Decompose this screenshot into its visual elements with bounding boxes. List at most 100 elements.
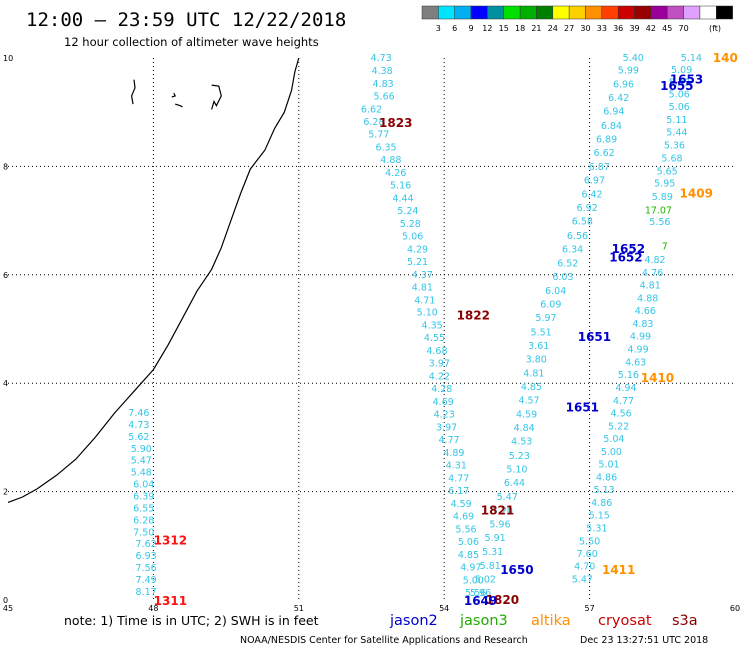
wave-height-value: 4.81 [412, 282, 433, 293]
pass-time-label: 1653 [670, 73, 703, 87]
wave-height-value: 6.28 [363, 117, 384, 128]
longitude-tick-label: 57 [585, 604, 595, 613]
wave-height-value: 4.38 [372, 66, 393, 77]
wave-height-value: 4.89 [443, 448, 464, 459]
satellite-legend: jason2 jason3 altika cryosat s3a [389, 613, 698, 629]
wave-height-value: 4.83 [632, 319, 653, 330]
wave-height-value: 5.56 [455, 525, 476, 536]
wave-height-value: 6.52 [557, 258, 578, 269]
wave-height-value: 4.88 [380, 155, 401, 166]
wave-height-value: 4.76 [642, 268, 663, 279]
colorbar-swatch [568, 5, 586, 20]
wave-height-value: 5.56 [465, 588, 486, 599]
coastline [7, 57, 300, 503]
latitude-tick-label: 0 [3, 596, 8, 605]
legend-entry-cryosat: cryosat [598, 613, 652, 629]
colorbar-swatch [454, 5, 472, 20]
wave-height-value: 4.44 [392, 193, 413, 204]
pass-time-label: 1409 [680, 187, 713, 201]
highlighted-wave-height: 7 [662, 242, 668, 253]
pass-time-label: 1649 [464, 594, 497, 608]
wave-height-value: 6.97 [584, 175, 605, 186]
wave-height-value: 5.00 [601, 447, 622, 458]
pass-time-label: 1652 [612, 242, 645, 256]
wave-height-value: 4.31 [446, 461, 467, 472]
pass-time-label: 1652 [609, 250, 642, 264]
wave-height-value: 4.37 [412, 270, 433, 281]
colorbar-swatch [487, 5, 504, 20]
wave-height-value: 6.09 [540, 300, 561, 311]
colorbar-swatch [683, 5, 701, 20]
wave-height-value: 4.99 [627, 345, 648, 356]
wave-height-value: 5.20 [492, 506, 513, 517]
page-subtitle: 12 hour collection of altimeter wave hei… [64, 35, 319, 49]
latitude-tick-label: 2 [3, 488, 8, 497]
wave-height-value: 4.71 [414, 295, 435, 306]
colorbar-tick-label: 18 [515, 24, 525, 33]
colorbar-tick-label: 42 [646, 24, 656, 33]
colorbar-swatch [536, 5, 554, 20]
wave-height-colorbar: 3 6 9 12 15 18 21 24 27 30 33 36 39 42 45 70 [421, 5, 733, 33]
wave-height-value: 5.06 [669, 102, 690, 113]
wave-height-value: 5.62 [128, 432, 149, 443]
colorbar-tick-label: 39 [629, 24, 639, 33]
wave-height-value: 5.40 [623, 53, 644, 64]
wave-height-value: 4.73 [371, 53, 392, 64]
island-outline [171, 92, 177, 98]
wave-height-value: 4.56 [611, 409, 632, 420]
wave-height-value: 4.77 [448, 474, 469, 485]
colorbar-swatch [650, 5, 668, 20]
wave-height-value: 7.46 [128, 408, 149, 419]
latitude-tick-label: 8 [3, 162, 8, 171]
wave-height-value: 6.96 [613, 80, 634, 91]
colorbar-swatch [503, 5, 521, 20]
colorbar-tick-label: 45 [662, 24, 672, 33]
wave-height-value: 5.06 [458, 537, 479, 548]
longitude-tick-label: 51 [294, 604, 304, 613]
wave-height-value: 6.04 [133, 480, 154, 491]
wave-height-value: 4.55 [424, 333, 445, 344]
wave-height-value: 7.56 [136, 563, 157, 574]
credit-text: NOAA/NESDIS Center for Satellite Applica… [240, 635, 528, 646]
wave-height-value: 6.84 [601, 121, 622, 132]
wave-height-value: 4.85 [521, 382, 542, 393]
timestamp-text: Dec 23 13:27:51 UTC 2018 [580, 635, 708, 646]
wave-height-value: 5.89 [652, 192, 673, 203]
longitude-ticks: 45 48 51 54 57 60 [3, 604, 740, 613]
wave-height-value: 5.28 [400, 219, 421, 230]
wave-height-value: 5.16 [618, 370, 639, 381]
colorbar-tick-label: 30 [580, 24, 590, 33]
wave-height-value: 6.92 [577, 203, 598, 214]
wave-height-value: 4.22 [429, 372, 450, 383]
wave-height-value: 4.28 [431, 384, 452, 395]
wave-height-value: 5.06 [402, 231, 423, 242]
wave-height-value: 4.73 [128, 420, 149, 431]
wave-height-value: 4.29 [407, 244, 428, 255]
legend-entry-jason2: jason2 [389, 613, 438, 629]
latitude-tick-label: 10 [3, 54, 13, 63]
wave-height-value: 6.87 [589, 162, 610, 173]
pass-time-label: 1821 [481, 504, 514, 518]
wave-height-value: 6.94 [603, 107, 624, 118]
wave-height-value: 5.68 [661, 153, 682, 164]
wave-height-value: 5.22 [608, 422, 629, 433]
map-background [8, 58, 735, 600]
pass-time-label: 1655 [660, 79, 693, 93]
wave-height-value: 4.88 [637, 294, 658, 305]
wave-height-value: 6.28 [133, 515, 154, 526]
longitude-tick-label: 45 [3, 604, 13, 613]
wave-height-value: 5.36 [664, 140, 685, 151]
wave-height-value: 5.95 [654, 179, 675, 190]
wave-height-value: 4.23 [434, 410, 455, 421]
wave-height-value: 4.85 [458, 550, 479, 561]
wave-height-value: 5.90 [131, 444, 152, 455]
wave-height-value: 4.59 [451, 499, 472, 510]
wave-height-value: 5.47 [572, 574, 593, 585]
wave-height-value: 4.83 [373, 79, 394, 90]
wave-height-value: 6.42 [608, 93, 629, 104]
wave-height-value: 5.16 [390, 180, 411, 191]
wave-height-value: 5.02 [475, 574, 496, 585]
pass-time-label: 1411 [602, 563, 635, 577]
